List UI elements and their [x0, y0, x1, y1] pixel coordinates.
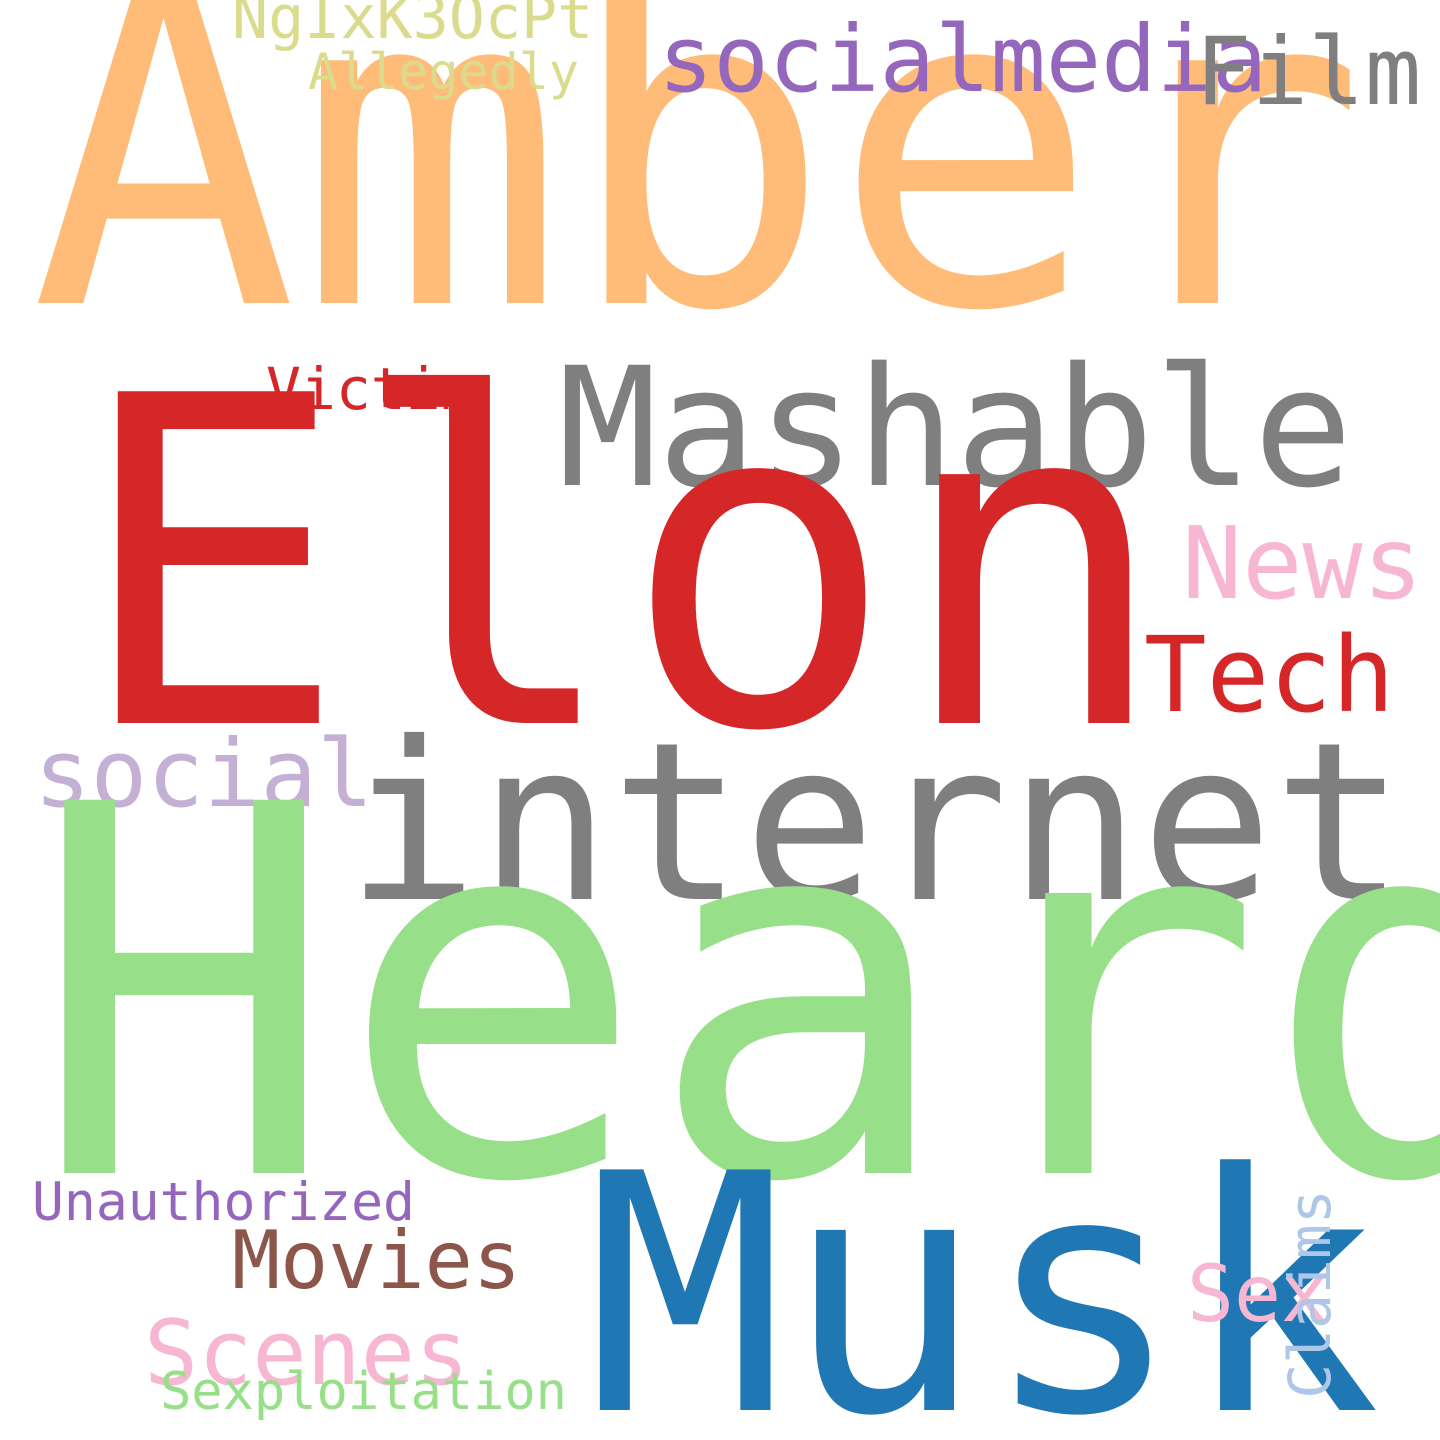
- word-elon: Elon: [74, 302, 1170, 831]
- word-film: Film: [1195, 18, 1422, 127]
- word-heard: Heard: [30, 698, 1440, 1294]
- word-ngixk3ocpt: NgIxK3OcPt: [232, 0, 594, 53]
- word-victim: Victim: [266, 355, 476, 423]
- word-internet: internet: [346, 695, 1406, 951]
- word-social: social: [34, 720, 374, 829]
- word-amber: Amber: [30, 0, 1367, 408]
- word-unauthorized: Unauthorized: [32, 1172, 415, 1233]
- word-news: News: [1182, 505, 1423, 622]
- word-tech: Tech: [1144, 614, 1395, 736]
- word-scenes: Scenes: [144, 1301, 470, 1406]
- word-sexploitation: Sexploitation: [160, 1362, 567, 1422]
- word-claims: Claims: [1276, 1189, 1344, 1399]
- word-musk: Musk: [586, 1104, 1381, 1440]
- word-movies: Movies: [232, 1214, 521, 1307]
- word-sex: Sex: [1187, 1250, 1328, 1340]
- word-socialmedia: socialmedia: [658, 6, 1268, 113]
- word-allegedly: Allegedly: [308, 43, 579, 101]
- word-mashable: Mashable: [558, 332, 1353, 524]
